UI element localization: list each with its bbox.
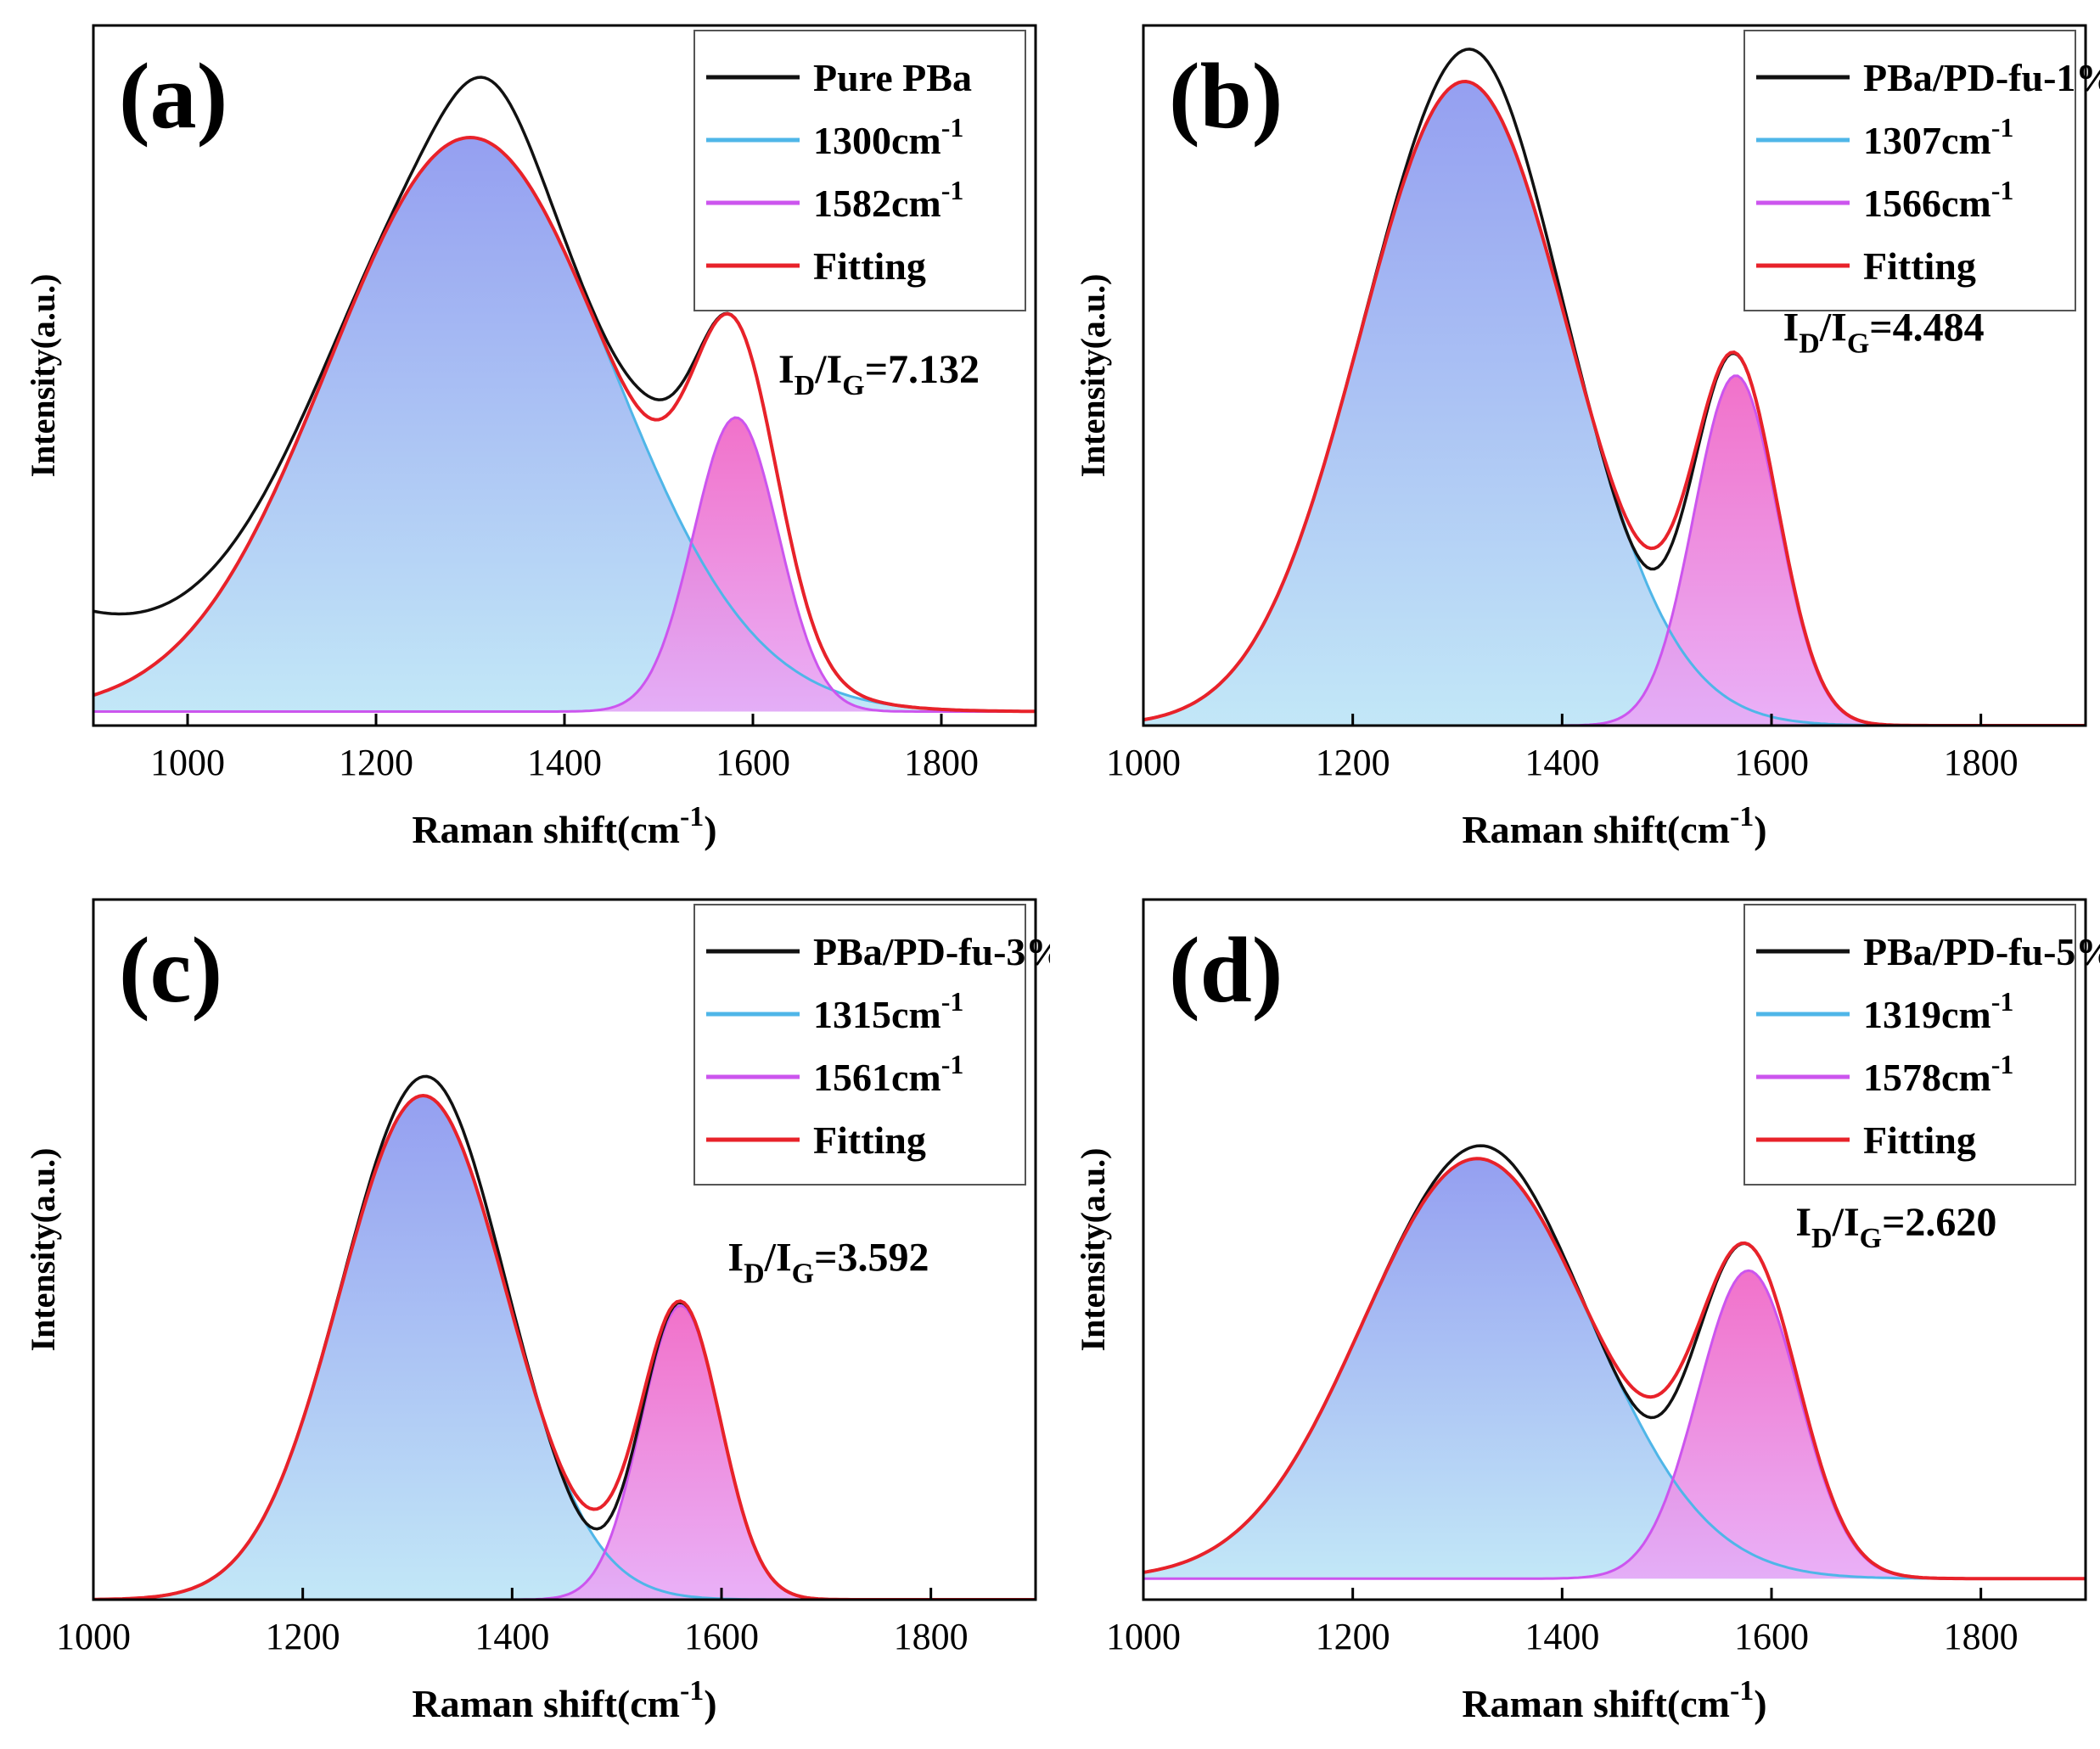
x-tick-label: 1000 [1106,742,1181,783]
x-tick-label: 1800 [1944,742,2019,783]
plot-frame [1142,898,2087,1601]
x-tick-label: 1800 [904,742,979,783]
panel-label: (b) [1169,44,1283,148]
x-tick-label: 1200 [339,742,413,783]
fitting-line [93,1093,1036,1600]
plot-frame [92,898,1037,1601]
x-tick-label: 1400 [527,742,602,783]
legend-entry: 1300cm-1 [813,112,963,162]
x-tick-label: 1000 [1106,1616,1181,1657]
x-axis-label: Raman shift(cm-1) [412,801,716,851]
d-band-area [1143,1158,2086,1579]
legend-entry: 1578cm-1 [1863,1049,2013,1099]
legend: PBa/PD-fu-1% 1307cm-1 1566cm-1 Fitting [1743,30,2100,311]
legend-entry: 1319cm-1 [1863,986,2013,1036]
plot-area [1143,1144,2086,1581]
x-tick-label: 1600 [684,1616,759,1657]
x-tick-label: 1400 [1524,742,1599,783]
panel-c: 1000 1200 1400 1600 1800 Raman shift(cm-1) Int… [0,874,1050,1748]
panel-d: 1000 1200 1400 1600 1800 Raman shift(cm-1) Int… [1050,874,2100,1748]
x-tick-label: 1200 [1316,742,1390,783]
intensity-ratio-label: ID/IG=7.132 [778,347,980,401]
legend: Pure PBa 1300cm-1 1582cm-1 Fitting [693,30,1026,311]
fitting-line [1143,1157,2086,1581]
d-band-area [93,1096,1036,1600]
intensity-ratio-label: ID/IG=2.620 [1795,1200,1996,1254]
plot-area [93,1074,1036,1600]
y-axis-label: Intensity(a.u.) [24,1147,62,1351]
g-band-line [93,416,1036,713]
legend-entry: 1582cm-1 [813,175,963,225]
y-axis-label: Intensity(a.u.) [1074,273,1112,477]
x-axis-label: Raman shift(cm-1) [412,1675,716,1725]
d-band-area [93,137,1036,712]
intensity-ratio-label: ID/IG=3.592 [727,1235,929,1289]
x-tick-label: 1600 [1734,742,1809,783]
g-band-line [1143,374,2086,726]
x-axis-label: Raman shift(cm-1) [1462,1675,1766,1725]
legend: PBa/PD-fu-3% 1315cm-1 1561cm-1 Fitting [693,904,1050,1186]
panel-a: 1000 1200 1400 1600 1800 Raman shift(cm-1) Int… [0,0,1050,874]
legend-entry: Pure PBa [813,56,972,99]
legend-entry: Fitting [1863,244,1976,288]
legend-entry: 1315cm-1 [813,986,963,1036]
legend-entry: Fitting [813,244,926,288]
y-axis-label: Intensity(a.u.) [1074,1147,1112,1351]
legend-entry: PBa/PD-fu-1% [1863,56,2100,99]
legend-entry: 1566cm-1 [1863,175,2013,225]
d-band-area [1143,81,2086,726]
legend-entry: PBa/PD-fu-5% [1863,930,2100,973]
x-tick-label: 1400 [474,1616,549,1657]
panel-b: 1000 1200 1400 1600 1800 Raman shift(cm-1) Int… [1050,0,2100,874]
x-tick-label: 1200 [266,1616,340,1657]
x-axis-label: Raman shift(cm-1) [1462,801,1766,851]
legend-entry: 1561cm-1 [813,1049,963,1099]
legend: PBa/PD-fu-5% 1319cm-1 1578cm-1 Fitting [1743,904,2100,1186]
panel-label: (d) [1169,918,1283,1022]
legend-entry: 1307cm-1 [1863,112,2013,162]
x-tick-label: 1400 [1524,1616,1599,1657]
legend-entry: PBa/PD-fu-3% [813,930,1050,973]
x-tick-label: 1800 [894,1616,969,1657]
plot-frame [1142,24,2087,727]
x-tick-label: 1800 [1944,1616,2019,1657]
chart-a: 1000 1200 1400 1600 1800 Raman shift(cm-1) Int… [24,24,1037,851]
x-tick-label: 1600 [1734,1616,1809,1657]
x-tick-label: 1200 [1316,1616,1390,1657]
g-band-area [93,418,1036,712]
fitting-line [93,135,1036,714]
x-tick-label: 1000 [56,1616,131,1657]
g-band-line [93,1303,1036,1600]
x-tick-label: 1600 [716,742,790,783]
panel-label: (c) [119,918,222,1022]
x-tick-label: 1000 [150,742,225,783]
intensity-ratio-label: ID/IG=4.484 [1783,305,1985,359]
y-axis-label: Intensity(a.u.) [24,273,62,477]
chart-d: 1000 1200 1400 1600 1800 Raman shift(cm-1) Int… [1074,898,2100,1725]
legend-entry: Fitting [1863,1118,1976,1162]
legend-entry: Fitting [813,1118,926,1162]
chart-c: 1000 1200 1400 1600 1800 Raman shift(cm-1) Int… [24,898,1050,1725]
panel-label: (a) [119,44,227,148]
chart-b: 1000 1200 1400 1600 1800 Raman shift(cm-1) Int… [1074,24,2100,851]
plot-area [93,76,1036,714]
